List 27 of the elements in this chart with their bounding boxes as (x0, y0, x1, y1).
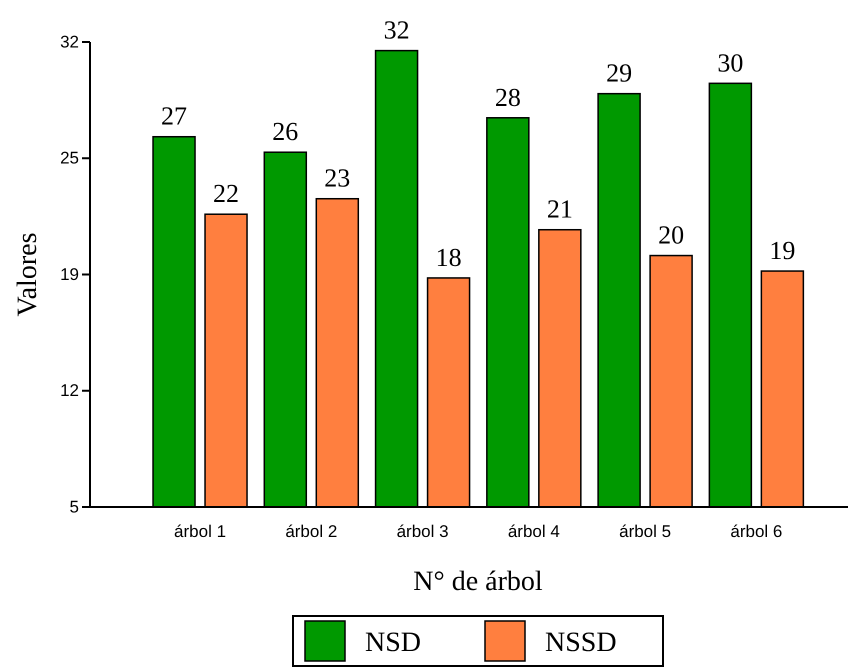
data-label: 19 (769, 236, 796, 266)
y-axis-title: Valores (12, 232, 43, 316)
data-label: 28 (494, 82, 521, 112)
data-label: 21 (546, 194, 573, 224)
x-tick-label: árbol 4 (508, 522, 560, 542)
data-label: 27 (161, 102, 188, 131)
data-label: 29 (606, 58, 632, 88)
x-tick-label: árbol 2 (285, 522, 338, 542)
data-label: 26 (272, 117, 298, 146)
y-tick-label: 32 (60, 32, 79, 52)
data-label: 18 (436, 242, 462, 272)
x-tick-label: árbol 5 (619, 522, 672, 542)
legend-label: NSSD (545, 627, 617, 658)
data-label: 20 (658, 220, 684, 250)
y-tick-label: 5 (70, 497, 79, 516)
x-tick-label: árbol 6 (730, 522, 782, 542)
y-tick-label: 25 (60, 148, 79, 168)
legend-label: NSD (365, 627, 422, 658)
y-tick-label: 19 (60, 264, 79, 284)
y-tick-label: 12 (60, 381, 79, 400)
x-axis-title: N° de árbol (413, 566, 543, 597)
data-label: 32 (384, 16, 410, 45)
data-label: 22 (213, 179, 240, 208)
x-tick-label: árbol 3 (396, 522, 449, 542)
data-label: 30 (717, 48, 744, 78)
x-tick-label: árbol 1 (174, 522, 226, 542)
data-label: 23 (324, 164, 350, 193)
